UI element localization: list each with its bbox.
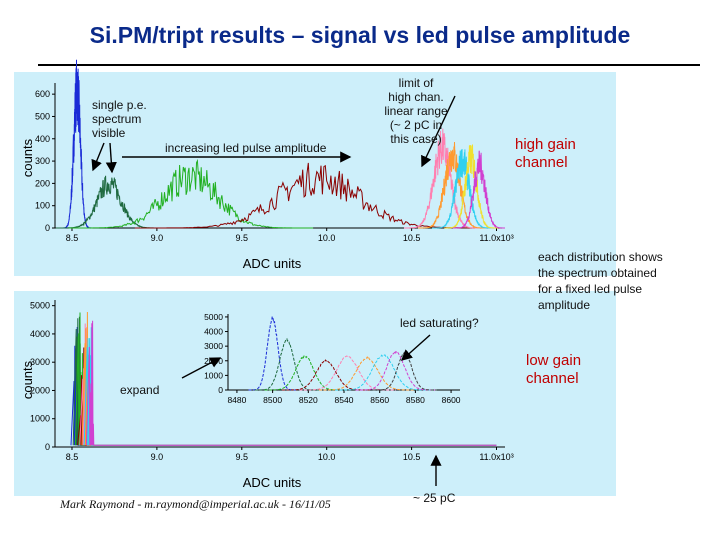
y-tick-label: 5000 [204, 312, 223, 322]
series-line [68, 158, 314, 229]
high-gain-panel [14, 72, 616, 276]
series-line [432, 149, 494, 229]
x-tick-label: 8580 [406, 395, 425, 405]
series-line [452, 150, 505, 229]
limit-line-1: limit of [398, 76, 434, 90]
x-tick-label: 8520 [299, 395, 318, 405]
series-line [248, 316, 297, 391]
x-tick-label: 8.5 [66, 233, 79, 243]
series-line [61, 59, 93, 229]
series-line [404, 128, 481, 229]
series-line [335, 354, 432, 391]
y-tick-label: 0 [45, 442, 50, 452]
x-tick-label: 9.0 [151, 452, 164, 462]
each-distribution-note: each distribution shows the spectrum obt… [538, 249, 663, 313]
y-tick-label: 5000 [30, 301, 50, 311]
single-pe-arrow-1 [91, 142, 105, 172]
pc25-note: ~ 25 pC [413, 491, 456, 505]
limit-line-2: high chan. [388, 90, 444, 104]
series-line [299, 355, 396, 391]
low-gain-label: low gain channel [526, 352, 581, 388]
limit-arrow [421, 95, 456, 168]
slide-title: Si.PM/tript results – signal vs led puls… [89, 22, 631, 48]
y-tick-label: 3000 [30, 357, 50, 367]
title-rule [38, 64, 700, 66]
series-line [85, 320, 497, 446]
y-tick-label: 400 [35, 134, 50, 144]
y-tick-label: 1000 [204, 370, 223, 380]
x-tick-label: 11.0x10³ [479, 233, 513, 243]
low-gain-panel [14, 291, 616, 496]
y-tick-label: 600 [35, 89, 50, 99]
single-pe-line-2: spectrum [92, 112, 142, 126]
x-tick-label: 10.0 [318, 233, 336, 243]
x-axis-label: ADC units [243, 475, 302, 490]
x-axis-label: ADC units [243, 256, 302, 271]
y-tick-label: 100 [35, 201, 50, 211]
x-tick-label: 9.0 [151, 233, 164, 243]
x-tick-label: 8600 [442, 395, 461, 405]
series-line [444, 144, 498, 229]
x-tick-label: 10.5 [403, 233, 421, 243]
single-pe-line-3: visible [92, 126, 126, 140]
each-dist-line-1: each distribution shows [538, 250, 663, 264]
series-line [418, 141, 487, 229]
y-tick-label: 2000 [30, 385, 50, 395]
limit-line-5: this case) [390, 132, 442, 146]
x-tick-label: 8.5 [66, 452, 79, 462]
each-dist-line-2: the spectrum obtained [538, 266, 657, 280]
series-line [319, 356, 416, 391]
high-gain-line-2: channel [515, 154, 568, 171]
x-tick-label: 11.0x10³ [479, 452, 513, 462]
x-tick-label: 10.0 [318, 452, 336, 462]
x-tick-label: 9.5 [236, 233, 249, 243]
increasing-note: increasing led pulse amplitude [165, 141, 327, 155]
x-tick-label: 8480 [227, 395, 246, 405]
y-tick-label: 0 [45, 223, 50, 233]
y-axis-label: counts [20, 360, 35, 399]
annotation-arrows [91, 95, 456, 486]
x-tick-label: 8560 [370, 395, 389, 405]
x-tick-label: 9.5 [236, 452, 249, 462]
y-tick-label: 500 [35, 111, 50, 121]
x-tick-label: 10.5 [403, 452, 421, 462]
limit-line-4: (~ 2 pC in [389, 118, 443, 132]
y-tick-label: 200 [35, 178, 50, 188]
expand-inset-chart: 0100020003000400050008480850085208540856… [204, 312, 461, 405]
y-axis-label: counts [20, 138, 35, 177]
low-gain-line-2: channel [526, 370, 579, 387]
y-tick-label: 1000 [30, 414, 50, 424]
series-line [72, 316, 497, 446]
series-line [81, 311, 497, 446]
expand-note: expand [120, 383, 160, 397]
y-tick-label: 0 [218, 385, 223, 395]
low-gain-line-1: low gain [526, 352, 582, 369]
limit-note: limit of high chan. linear range (~ 2 pC… [380, 76, 452, 146]
low-gain-chart: 0 1000 2000 3000 4000 5000 8.5 9.0 9.5 10.0 10.5 11… [20, 300, 514, 490]
series-line [264, 355, 345, 391]
saturating-arrow [400, 334, 431, 361]
high-gain-line-1: high gain [515, 136, 576, 153]
series-line [254, 337, 319, 391]
y-tick-label: 300 [35, 156, 50, 166]
each-dist-line-3: for a fixed led pulse [538, 282, 643, 296]
x-tick-label: 8540 [335, 395, 354, 405]
single-pe-arrow-2 [105, 142, 117, 174]
led-saturating-note: led saturating? [400, 316, 479, 330]
y-tick-label: 4000 [204, 327, 223, 337]
series-line [74, 312, 497, 446]
y-tick-label: 3000 [204, 341, 223, 351]
each-dist-line-4: amplitude [538, 298, 591, 312]
single-pe-note: single p.e. spectrum visible [92, 98, 147, 140]
expand-arrow [181, 357, 222, 379]
limit-line-3: linear range [384, 104, 448, 118]
series-line [355, 349, 436, 391]
high-gain-chart: 0 100 200 300 400 500 600 8.5 9.0 9.5 10.0 10.5 11.0… [20, 59, 514, 271]
high-gain-label: high gain channel [515, 136, 576, 172]
single-pe-line-1: single p.e. [92, 98, 147, 112]
footer: Mark Raymond - m.raymond@imperial.ac.uk … [60, 497, 331, 511]
x-tick-label: 8500 [263, 395, 282, 405]
y-tick-label: 4000 [30, 329, 50, 339]
